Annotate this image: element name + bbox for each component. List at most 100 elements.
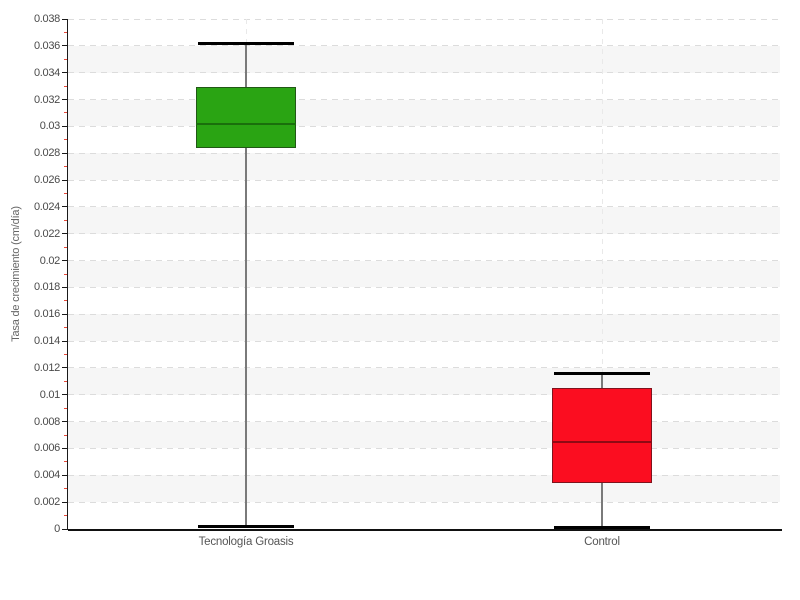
- gridline-horizontal: [68, 260, 780, 262]
- gridline-horizontal: [68, 501, 780, 503]
- whisker-cap-min-tecnolog-a-groasis: [198, 524, 294, 528]
- gridline-horizontal: [68, 72, 780, 74]
- y-axis-major-tick: [62, 340, 68, 342]
- whisker-line-upper-tecnolog-a-groasis: [245, 43, 247, 88]
- y-axis-tick-label: 0.006: [33, 442, 60, 455]
- y-axis-tick-label: 0.024: [33, 200, 60, 213]
- y-axis-minor-tick: [64, 112, 68, 114]
- gridline-horizontal: [68, 125, 780, 127]
- y-axis-minor-tick: [64, 139, 68, 141]
- whisker-cap-min-control: [554, 526, 650, 530]
- y-axis-minor-tick: [64, 327, 68, 329]
- y-axis-tick-label: 0.002: [33, 496, 60, 509]
- y-axis-major-tick: [62, 206, 68, 208]
- y-axis-major-tick: [62, 99, 68, 101]
- y-axis-tick-label: 0.008: [33, 415, 60, 428]
- y-axis-major-tick: [62, 313, 68, 315]
- category-label-tecnolog-a-groasis: Tecnología Groasis: [198, 536, 294, 548]
- y-axis-major-tick: [62, 179, 68, 181]
- y-axis-major-tick: [62, 233, 68, 235]
- y-axis-minor-tick: [64, 300, 68, 302]
- y-axis-major-tick: [62, 18, 68, 20]
- box-control: [552, 388, 652, 484]
- gridline-horizontal: [68, 206, 780, 208]
- y-axis-tick-label: 0.014: [33, 335, 60, 348]
- y-axis-major-tick: [62, 394, 68, 396]
- gridline-horizontal: [68, 340, 780, 342]
- y-axis-tick-label: 0.01: [39, 388, 61, 401]
- gridline-horizontal: [68, 313, 780, 315]
- gridline-horizontal: [68, 233, 780, 235]
- y-axis-tick-label: 0.016: [33, 308, 60, 321]
- median-line-control: [552, 440, 652, 443]
- y-axis-major-tick: [62, 528, 68, 530]
- gridline-horizontal: [68, 421, 780, 423]
- y-axis-tick-label: 0.004: [33, 469, 60, 482]
- y-axis-minor-tick: [64, 515, 68, 517]
- y-axis-major-tick: [62, 45, 68, 47]
- median-line-tecnolog-a-groasis: [196, 122, 296, 125]
- y-axis-major-tick: [62, 501, 68, 503]
- gridline-horizontal: [68, 367, 780, 369]
- y-axis-tick-label: 0.026: [33, 174, 60, 187]
- y-axis-minor-tick: [64, 488, 68, 490]
- y-axis-line: [67, 19, 68, 530]
- y-axis-minor-tick: [64, 166, 68, 168]
- x-axis-line: [68, 529, 782, 531]
- y-axis-major-tick: [62, 421, 68, 423]
- gridline-horizontal: [68, 447, 780, 449]
- whisker-line-lower-control: [601, 483, 603, 528]
- y-axis-tick-label: 0.034: [33, 66, 60, 79]
- gridline-horizontal: [68, 152, 780, 154]
- y-axis-minor-tick: [64, 246, 68, 248]
- box-tecnolog-a-groasis: [196, 87, 296, 148]
- y-axis-major-tick: [62, 367, 68, 369]
- grid-band: [68, 367, 780, 395]
- grid-band: [68, 314, 780, 342]
- y-axis-tick-label: 0.032: [33, 93, 60, 106]
- y-axis-major-tick: [62, 474, 68, 476]
- whisker-cap-max-control: [554, 371, 650, 375]
- y-axis-major-tick: [62, 260, 68, 262]
- y-axis-minor-tick: [64, 273, 68, 275]
- y-axis-major-tick: [62, 72, 68, 74]
- whisker-line-lower-tecnolog-a-groasis: [245, 147, 247, 527]
- gridline-horizontal: [68, 179, 780, 181]
- category-label-control: Control: [584, 536, 620, 548]
- grid-band: [68, 45, 780, 73]
- y-axis-minor-tick: [64, 192, 68, 194]
- y-axis-tick-label: 0.012: [33, 361, 60, 374]
- y-axis-minor-tick: [64, 31, 68, 33]
- gridline-horizontal: [68, 286, 780, 288]
- gridline-horizontal: [68, 474, 780, 476]
- gridline-horizontal: [68, 394, 780, 396]
- grid-band: [68, 475, 780, 503]
- gridline-horizontal: [68, 45, 780, 47]
- y-axis-major-tick: [62, 447, 68, 449]
- y-axis-tick-label: 0.022: [33, 227, 60, 240]
- gridline-vertical: [601, 19, 603, 529]
- y-axis-minor-tick: [64, 58, 68, 60]
- y-axis-major-tick: [62, 286, 68, 288]
- y-axis-major-tick: [62, 152, 68, 154]
- gridline-horizontal: [68, 99, 780, 101]
- y-axis-tick-label: 0.03: [39, 120, 61, 133]
- y-axis-tick-label: 0.018: [33, 281, 60, 294]
- whisker-cap-max-tecnolog-a-groasis: [198, 41, 294, 45]
- y-axis-minor-tick: [64, 407, 68, 409]
- y-axis-minor-tick: [64, 434, 68, 436]
- y-axis-title: Tasa de crecimiento (cm/día): [10, 206, 22, 342]
- y-axis-tick-label: 0.02: [39, 254, 61, 267]
- y-axis-tick-label: 0.036: [33, 39, 60, 52]
- y-axis-tick-label: 0.028: [33, 147, 60, 160]
- y-axis-minor-tick: [64, 461, 68, 463]
- grid-band: [68, 99, 780, 127]
- grid-band: [68, 153, 780, 181]
- whisker-line-upper-control: [601, 373, 603, 389]
- gridline-horizontal: [68, 18, 780, 20]
- grid-band: [68, 421, 780, 449]
- grid-band: [68, 260, 780, 288]
- y-axis-tick-label: 0: [54, 523, 60, 535]
